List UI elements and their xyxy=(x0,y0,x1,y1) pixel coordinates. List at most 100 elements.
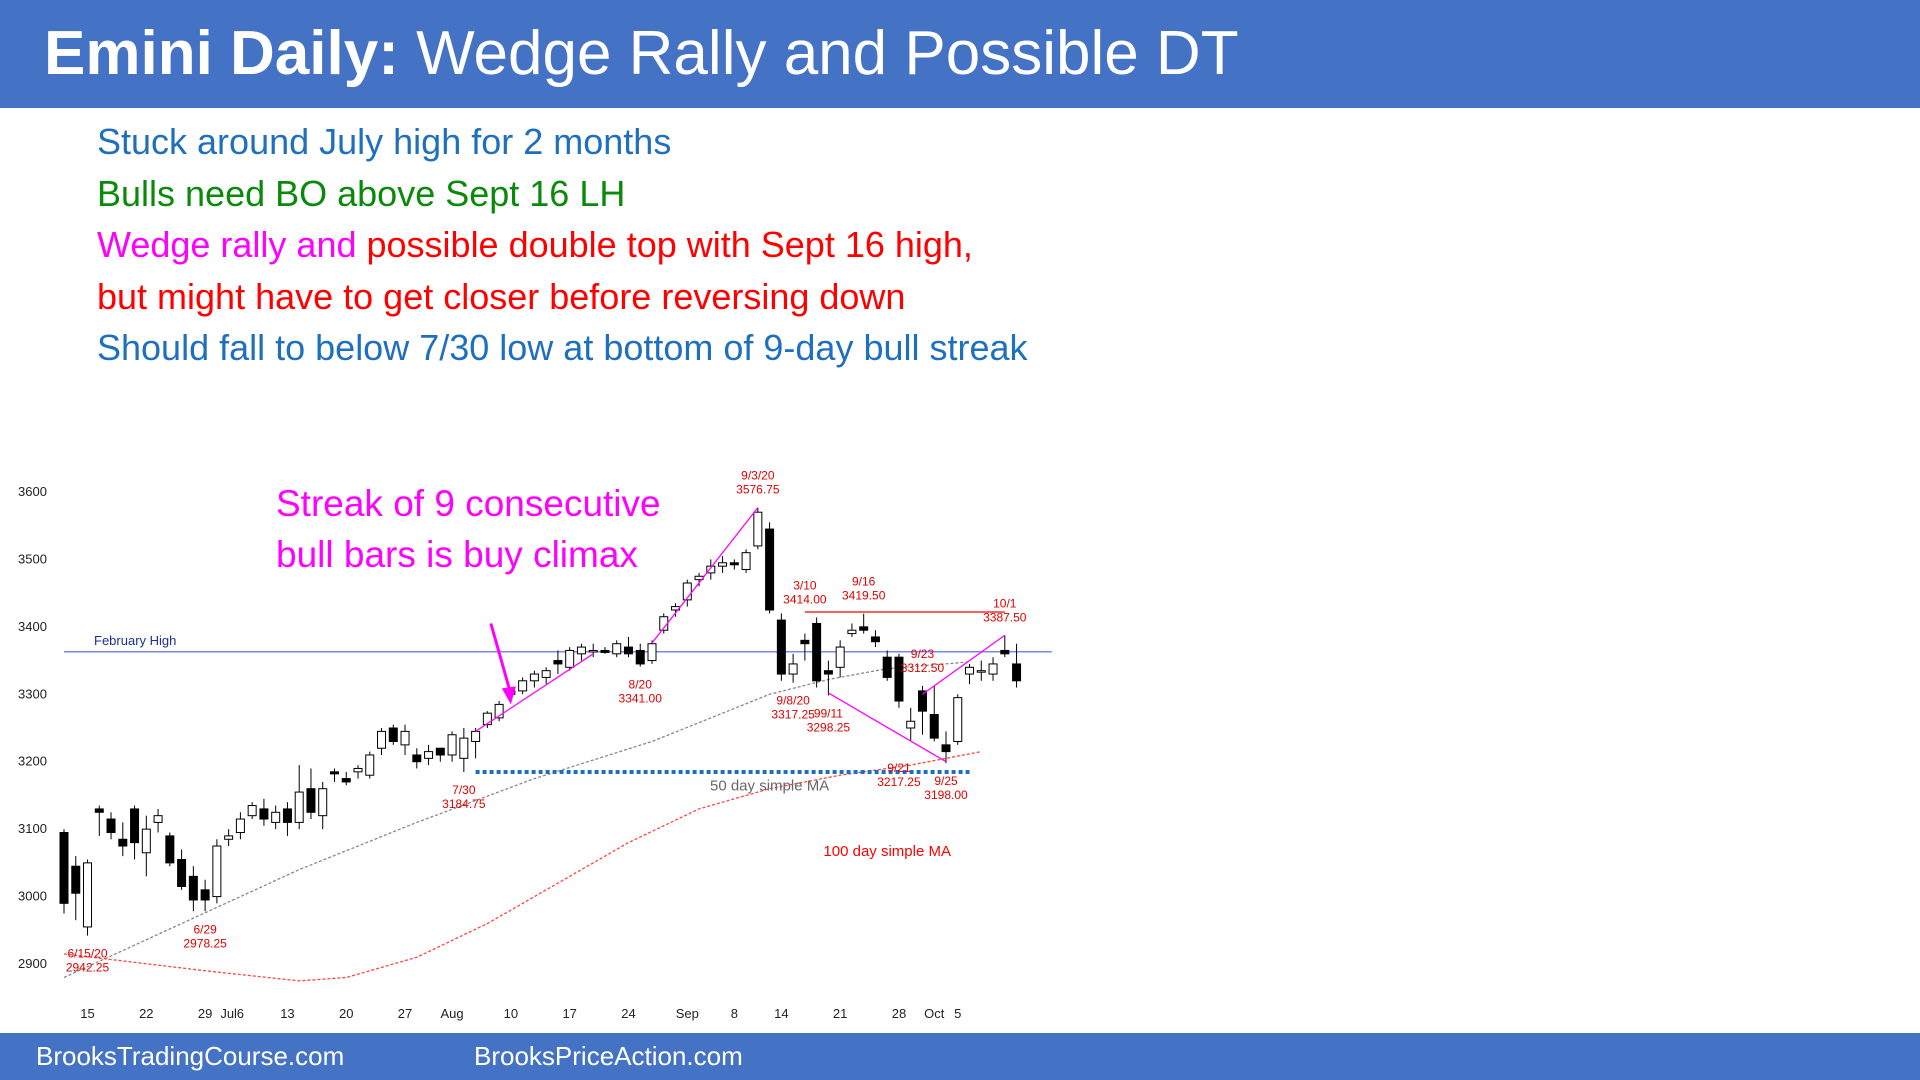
candle-body xyxy=(941,744,951,753)
candle-body xyxy=(1000,649,1010,655)
candle-body xyxy=(318,788,328,817)
x-tick-label: 28 xyxy=(892,1006,906,1021)
trendline xyxy=(475,653,594,732)
bullet-text: but might have to get closer before reve… xyxy=(97,275,906,317)
candle-body xyxy=(706,565,716,574)
candle-body xyxy=(341,778,351,783)
x-tick-label: 17 xyxy=(562,1006,576,1021)
bullet-text: possible double top with Sept 16 high, xyxy=(366,224,973,265)
x-tick-label: Jul xyxy=(220,1006,237,1021)
candle-body xyxy=(294,791,304,823)
x-tick-label: Oct xyxy=(924,1006,945,1021)
x-tick-label: 22 xyxy=(139,1006,153,1021)
candle-body xyxy=(165,835,175,864)
price-annotation: 9/8/20 xyxy=(776,694,810,708)
candle-body xyxy=(812,622,822,682)
note-line-1: Streak of 9 consecutive xyxy=(276,483,661,524)
candle-body xyxy=(894,656,904,702)
candle-body xyxy=(553,660,563,665)
x-tick-label: 20 xyxy=(339,1006,353,1021)
bullet-line: Bulls need BO above Sept 16 LH xyxy=(97,168,1028,220)
price-annotation: 6/15/20 xyxy=(67,947,107,961)
x-tick-label: 8 xyxy=(731,1006,738,1021)
candle-body xyxy=(870,636,880,643)
candle-body xyxy=(917,690,927,712)
candle-body xyxy=(847,629,857,635)
moving-average-line xyxy=(63,750,982,982)
price-annotation: 3414.00 xyxy=(783,592,827,606)
candle-body xyxy=(494,703,504,719)
price-annotation: 99/11 xyxy=(814,706,843,720)
candle-body xyxy=(200,889,210,901)
candle-body xyxy=(882,656,892,678)
y-tick-label: 3400 xyxy=(18,619,47,634)
streak-arrow xyxy=(489,623,513,695)
price-annotation: 3/10 xyxy=(793,578,817,592)
candle-body xyxy=(141,828,151,854)
bullet-text: Wedge rally and xyxy=(97,224,367,265)
y-tick-label: 3000 xyxy=(18,889,47,904)
candle-body xyxy=(271,811,281,823)
candle-body xyxy=(435,747,445,756)
candle-body xyxy=(94,808,104,813)
candle-body xyxy=(823,670,833,675)
candle-body xyxy=(424,751,434,759)
trendline xyxy=(651,507,759,644)
bullet-line: Should fall to below 7/30 low at bottom … xyxy=(97,322,1028,374)
title-rest: Wedge Rally and Possible DT xyxy=(416,19,1239,88)
price-annotation: 9/21 xyxy=(887,761,911,775)
price-annotation: 3312.50 xyxy=(901,661,945,675)
series-label: 50 day simple MA xyxy=(710,778,829,795)
bullet-list: Stuck around July high for 2 months Bull… xyxy=(97,116,1028,374)
slide-title: Emini Daily: Wedge Rally and Possible DT xyxy=(44,18,1239,89)
price-annotation: 3387.50 xyxy=(983,610,1027,624)
x-tick-label: 6 xyxy=(237,1006,244,1021)
price-annotation: 3576.75 xyxy=(736,483,780,497)
candle-body xyxy=(635,649,645,665)
candle-body xyxy=(388,727,398,742)
note-line-2: bull bars is buy climax xyxy=(276,534,638,575)
candle-body xyxy=(400,730,410,746)
x-tick-label: 15 xyxy=(80,1006,94,1021)
level-label: February High xyxy=(94,633,176,648)
price-annotation: 8/20 xyxy=(629,678,653,692)
candle-body xyxy=(718,562,728,567)
bullet-text: Stuck around July high for 2 months xyxy=(97,121,672,162)
y-tick-label: 3600 xyxy=(18,484,47,499)
x-tick-label: 10 xyxy=(504,1006,518,1021)
candle-body xyxy=(612,643,622,655)
candle-body xyxy=(788,663,798,675)
candle-body xyxy=(130,808,140,844)
annotation-note: Streak of 9 consecutive bull bars is buy… xyxy=(276,478,661,580)
candle-body xyxy=(953,697,963,742)
bullet-text: Bulls need BO above Sept 16 LH xyxy=(97,172,626,214)
candle-body xyxy=(212,845,222,898)
price-chart: 2900 3000 3100 3200 3300 3400 3500 3600 15 22 29 Ju… xyxy=(18,469,1052,1021)
candle-body xyxy=(482,712,492,726)
candle-body xyxy=(306,788,316,813)
candle-body xyxy=(471,730,481,742)
x-tick-label: Aug xyxy=(441,1006,464,1021)
price-annotation: 3217.25 xyxy=(877,775,921,789)
candle-body xyxy=(765,528,775,611)
candle-body xyxy=(623,646,633,655)
candle-body xyxy=(459,737,469,759)
price-annotation: 3419.50 xyxy=(842,589,886,603)
y-tick-label: 3300 xyxy=(18,686,47,701)
candle-body xyxy=(412,754,422,763)
price-annotation: 2978.25 xyxy=(183,936,227,950)
bullet-line: but might have to get closer before reve… xyxy=(97,271,1028,323)
candle-body xyxy=(188,875,198,901)
price-annotation: 6/29 xyxy=(193,922,217,936)
bullet-text: Should fall to below 7/30 low at bottom … xyxy=(97,327,1028,368)
candle-body xyxy=(247,805,257,817)
candle-body xyxy=(235,818,245,834)
candle-body xyxy=(541,670,551,678)
series-label: 100 day simple MA xyxy=(823,843,951,860)
candle-body xyxy=(741,552,751,571)
candle-body xyxy=(177,859,187,887)
candle-body xyxy=(988,663,998,675)
candle-body xyxy=(835,646,845,668)
price-annotation: 9/3/20 xyxy=(741,469,775,483)
price-annotation: 3317.25 xyxy=(771,708,815,722)
